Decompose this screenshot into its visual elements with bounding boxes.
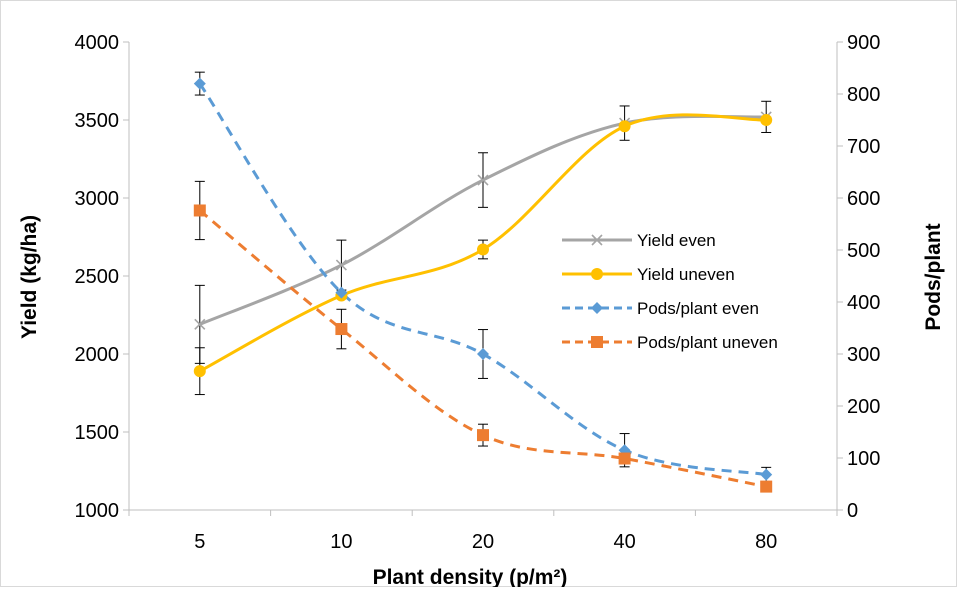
series-markers [193,77,773,493]
data-point-pods-plant-uneven [760,480,773,493]
x-tick-label: 80 [755,531,777,553]
legend-marker [591,302,603,314]
data-point-pods-plant-even [760,468,773,481]
x-tick-label: 5 [194,531,205,553]
y2-axis-title: Pods/plant [922,223,945,330]
y2-tick-label: 900 [847,32,880,54]
y2-tick-label: 200 [847,396,880,418]
data-point-yield-even-stroke [194,318,206,330]
x-tick-label: 20 [472,531,494,553]
axes: 1000 1500 2000 2500 3000 3500 4000 0 100 200 300 40… [75,32,881,553]
y-axis-title: Yield (kg/ha) [18,215,41,339]
legend-label: Yield even [637,231,716,250]
y-tick-label: 1000 [75,500,120,522]
legend-marker [591,336,603,348]
data-point-yield-uneven [193,365,206,378]
legend-label: Yield uneven [637,265,735,284]
data-point-yield-even [194,318,206,330]
data-point-yield-even [335,259,347,271]
y2-tick-label: 400 [847,292,880,314]
data-point-yield-uneven [618,120,631,133]
data-point-yield-even-stroke [335,259,347,271]
data-point-yield-even-stroke [477,174,489,186]
legend-label: Pods/plant uneven [637,333,778,352]
legend-item-pods-plant-even: Pods/plant even [562,299,759,318]
data-point-pods-plant-uneven [335,323,348,336]
y-tick-label: 4000 [75,32,120,54]
data-point-yield-even [477,174,489,186]
y-tick-label: 2500 [75,266,120,288]
legend-marker [591,234,603,246]
data-point-yield-uneven [760,114,773,126]
legend-label: Pods/plant even [637,299,759,318]
legend-marker-stroke [591,234,603,246]
y-tick-label: 2000 [75,344,120,366]
legend-item-yield-uneven: Yield uneven [562,265,735,284]
x-axis-title: Plant density (p/m²) [373,566,568,587]
data-point-yield-uneven [477,243,489,256]
y-tick-label: 3500 [75,110,120,132]
legend-marker [591,268,603,280]
x-tick-label: 40 [613,531,635,553]
x-tick-label: 10 [330,531,352,553]
y2-tick-label: 500 [847,240,880,262]
data-point-pods-plant-even [335,286,348,299]
legend-item-yield-even: Yield even [562,231,716,250]
data-point-pods-plant-even [477,348,489,360]
y-tick-label: 3000 [75,188,120,210]
y2-tick-label: 100 [847,448,880,470]
y2-tick-label: 300 [847,344,880,366]
data-point-pods-plant-uneven [618,452,631,465]
legend: Yield even Yield uneven Pods/plant even Pod… [562,231,778,352]
data-point-pods-plant-even [193,77,206,90]
y2-tick-label: 800 [847,84,880,106]
legend-item-pods-plant-uneven: Pods/plant uneven [562,333,778,352]
y-tick-label: 1500 [75,422,120,444]
y2-tick-label: 600 [847,188,880,210]
y2-tick-label: 0 [847,500,858,522]
data-point-pods-plant-uneven [193,204,206,217]
y2-tick-label: 700 [847,136,880,158]
data-point-pods-plant-uneven [477,429,489,442]
